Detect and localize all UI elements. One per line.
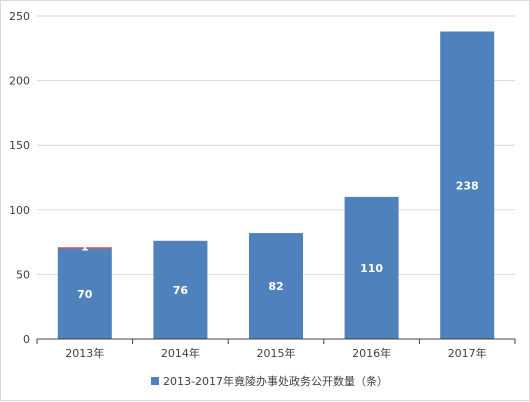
x-tick-label: 2015年 <box>257 346 296 360</box>
data-label: 70 <box>77 288 93 301</box>
data-label: 76 <box>173 284 189 297</box>
y-tick-label: 250 <box>9 10 30 23</box>
bar <box>57 248 112 339</box>
data-label: 110 <box>360 262 383 275</box>
y-tick-label: 200 <box>9 75 30 88</box>
bars <box>57 31 495 340</box>
bar <box>153 240 208 339</box>
y-tick-label: 150 <box>9 139 30 152</box>
x-tick-label: 2016年 <box>352 346 391 360</box>
x-tick-label: 2014年 <box>161 346 200 360</box>
gridlines <box>37 15 515 275</box>
y-tick-label: 0 <box>23 333 30 346</box>
y-tick-label: 50 <box>16 268 30 281</box>
legend: 2013-2017年竟陵办事处政务公开数量（条） <box>151 374 388 388</box>
data-label-stacked: 1 <box>81 241 89 254</box>
y-tick-label: 100 <box>9 204 30 217</box>
x-tick-label: 2013年 <box>65 346 104 360</box>
data-label: 238 <box>456 179 479 192</box>
bar-stacked-segment <box>57 247 112 249</box>
labels: 0 50 100 150 200 250 1 70 2013年 76 2014年 82 2015年 110… <box>9 10 487 360</box>
bar <box>440 31 495 340</box>
data-label: 82 <box>268 280 283 293</box>
bar <box>344 196 399 339</box>
bar <box>249 233 303 339</box>
axes <box>36 338 516 344</box>
legend-label: 2013-2017年竟陵办事处政务公开数量（条） <box>163 374 388 388</box>
x-tick-label: 2017年 <box>448 346 487 360</box>
legend-swatch <box>151 377 159 385</box>
